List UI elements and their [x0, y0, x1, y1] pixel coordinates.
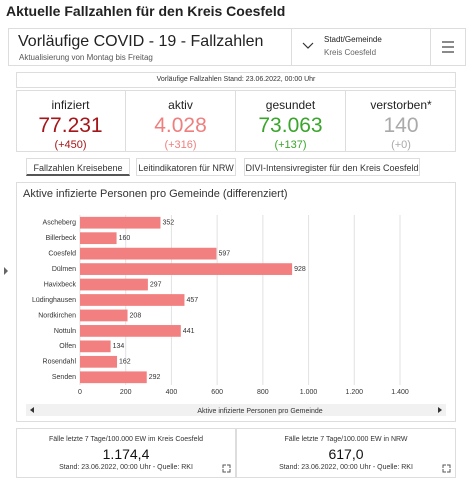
bar [80, 355, 118, 368]
y-tick-label: Nordkirchen [38, 312, 76, 319]
bar [80, 340, 111, 353]
kpi-delta: (+450) [54, 139, 87, 151]
x-tick-label: 200 [120, 389, 132, 396]
y-tick-label: Ascheberg [43, 220, 77, 227]
x-tick-label: 0 [78, 389, 82, 396]
header-subtitle: Aktualisierung von Montag bis Freitag [19, 53, 153, 62]
kpi-value: 73.063 [258, 114, 323, 137]
x-axis-label: Aktive infizierte Personen pro Gemeinde [197, 408, 322, 415]
x-tick-label: 800 [257, 389, 269, 396]
value-label: 928 [294, 266, 306, 273]
metric-note: Stand: 23.06.2022, 00:00 Uhr - Quelle: R… [279, 464, 413, 471]
menu-icon[interactable] [441, 41, 455, 53]
chevron-icon [302, 42, 314, 49]
chart: 0 200 400 600 800 1.000 1.200 1.400 Ascheberg 352… [26, 215, 446, 416]
kpi-delta: (+0) [391, 139, 411, 151]
page-title: Aktuelle Fallzahlen für den Kreis Coesfe… [6, 3, 286, 19]
value-label: 441 [183, 328, 195, 335]
expand-icon[interactable] [442, 464, 451, 473]
area-selector[interactable]: Stadt/Gemeinde Kreis Coesfeld [291, 29, 431, 65]
y-tick-label: Dülmen [52, 266, 76, 273]
kpi-value: 4.028 [154, 114, 207, 137]
metric-label: Fälle letzte 7 Tage/100.000 EW im Kreis … [49, 436, 203, 443]
y-tick-label: Nottuln [54, 328, 76, 335]
kpi-label: infiziert [51, 98, 90, 112]
y-tick-label: Olfen [59, 343, 76, 350]
tab[interactable]: Leitindikatoren für NRW [136, 158, 236, 176]
tab[interactable]: Fallzahlen Kreisebene [26, 158, 130, 176]
status-bar: Vorläufige Fallzahlen Stand: 23.06.2022,… [16, 72, 456, 88]
kpi-label: aktiv [168, 98, 193, 112]
value-label: 162 [119, 359, 131, 366]
y-tick-label: Billerbeck [46, 235, 77, 242]
bar [80, 232, 117, 245]
value-label: 352 [162, 220, 174, 227]
selector-value: Kreis Coesfeld [324, 48, 377, 57]
value-label: 457 [186, 297, 198, 304]
kpi-card: aktiv 4.028 (+316) [126, 90, 236, 152]
side-arrow[interactable] [2, 266, 10, 276]
x-tick-label: 1.400 [391, 389, 409, 396]
kpi-card: gesundet 73.063 (+137) [236, 90, 346, 152]
tab[interactable]: DIVI-Intensivregister für den Kreis Coes… [244, 158, 420, 176]
scroll-right [438, 407, 442, 413]
bar [80, 263, 293, 275]
value-label: 134 [113, 343, 125, 350]
value-label: 597 [218, 250, 230, 257]
kpi-value: 77.231 [38, 114, 103, 137]
metric-card: Fälle letzte 7 Tage/100.000 EW in NRW 617… [236, 428, 456, 478]
x-tick-label: 1.000 [300, 389, 318, 396]
bar [80, 278, 148, 291]
kpi-row [16, 90, 456, 152]
x-tick-label: 600 [211, 389, 223, 396]
bar [80, 216, 161, 229]
value-label: 208 [130, 312, 142, 319]
metric-value: 617,0 [328, 446, 364, 462]
metric-card: Fälle letzte 7 Tage/100.000 EW im Kreis … [16, 428, 236, 478]
chart-title: Aktive infizierte Personen pro Gemeinde … [23, 188, 288, 200]
y-tick-label: Rosendahl [43, 359, 77, 366]
metric-note: Stand: 23.06.2022, 00:00 Uhr - Quelle: R… [59, 464, 193, 471]
kpi-label: verstorben* [370, 98, 432, 112]
metric-value: 1.174,4 [102, 446, 150, 462]
y-tick-label: Coesfeld [48, 250, 76, 257]
kpi-value: 140 [383, 114, 419, 137]
kpi-card: infiziert 77.231 (+450) [16, 90, 126, 152]
value-label: 160 [119, 235, 131, 242]
bar [80, 294, 185, 306]
selector-label: Stadt/Gemeinde [324, 35, 382, 44]
bar [80, 247, 217, 260]
y-tick-label: Lüdinghausen [32, 297, 76, 304]
x-tick-label: 400 [166, 389, 178, 396]
kpi-label: gesundet [265, 98, 316, 112]
scroll-left [30, 407, 34, 413]
kpi-delta: (+137) [274, 139, 307, 151]
bar [80, 309, 128, 322]
metric-label: Fälle letzte 7 Tage/100.000 EW in NRW [284, 436, 408, 443]
bar [80, 325, 181, 337]
expand-icon[interactable] [222, 464, 231, 473]
header-title: Vorläufige COVID - 19 - Fallzahlen [18, 33, 264, 50]
y-tick-label: Senden [52, 374, 76, 381]
y-tick-label: Havixbeck [44, 281, 77, 288]
kpi-delta: (+316) [164, 139, 197, 151]
bar [80, 371, 147, 384]
header: Vorläufige COVID - 19 - Fallzahlen Aktua… [8, 28, 466, 66]
x-tick-label: 1.200 [346, 389, 364, 396]
value-label: 292 [149, 374, 161, 381]
value-label: 297 [150, 281, 162, 288]
kpi-card: verstorben* 140 (+0) [346, 90, 456, 152]
